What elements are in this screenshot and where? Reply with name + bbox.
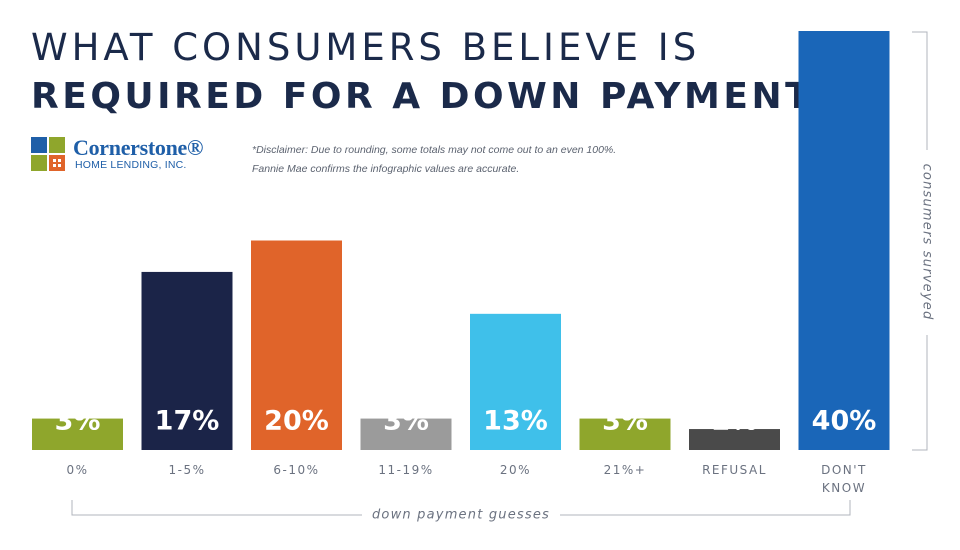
bar-value-label-8: 40% (812, 406, 877, 437)
chart-title-line1: WHAT CONSUMERS BELIEVE IS (31, 26, 701, 69)
category-label-3: 6-10% (273, 463, 319, 477)
category-label-6: 21%+ (604, 463, 647, 477)
disclaimer-line2: Fannie Mae confirms the infographic valu… (252, 163, 520, 175)
category-label-5: 20% (500, 463, 531, 477)
chart-title-line2: REQUIRED FOR A DOWN PAYMENT (31, 76, 814, 117)
bar-7 (689, 429, 780, 450)
bar-value-label-4: 3% (383, 406, 429, 437)
bar-value-label-7: 2% (712, 406, 758, 437)
y-axis-bracket-bottom (912, 335, 928, 451)
bar-5 (470, 313, 561, 450)
logo-subtitle: HOME LENDING, INC. (75, 159, 187, 171)
category-label-8: DON'T KNOW (821, 463, 867, 495)
axis-brackets (71, 31, 928, 516)
bar-value-label-6: 3% (602, 406, 648, 437)
bar-value-label-3: 20% (264, 406, 329, 437)
disclaimer-line1: *Disclaimer: Due to rounding, some total… (252, 144, 617, 156)
bar-value-label-5: 13% (483, 406, 548, 437)
bar-3 (251, 240, 342, 450)
bar-4 (360, 418, 452, 450)
bar-value-label-2: 17% (155, 406, 220, 437)
y-axis-label: consumers surveyed (920, 164, 935, 321)
category-label-2: 1-5% (168, 463, 205, 477)
x-axis-bracket-right (560, 500, 851, 516)
bar-6 (579, 418, 671, 450)
x-axis-label: down payment guesses (372, 508, 550, 523)
bar-2 (141, 271, 233, 450)
bar-8 (798, 31, 890, 450)
y-axis-bracket-top (912, 31, 928, 150)
category-label-4: 11-19% (378, 463, 433, 477)
logo-name: Cornerstone® (73, 135, 204, 160)
company-logo: Cornerstone® HOME LENDING, INC. (31, 135, 231, 175)
category-label-7: REFUSAL (702, 463, 767, 477)
category-label-1: 0% (66, 463, 88, 477)
bar-1 (32, 418, 123, 450)
x-axis-bracket-left (71, 500, 362, 516)
disclaimer: *Disclaimer: Due to rounding, some total… (252, 141, 616, 179)
logo-mark-icon (31, 137, 65, 171)
bar-value-label-1: 3% (55, 406, 101, 437)
